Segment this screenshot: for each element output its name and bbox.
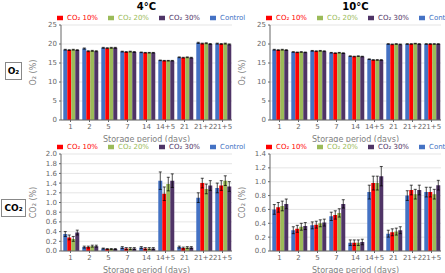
svg-text:21: 21	[389, 254, 398, 262]
svg-text:0.6: 0.6	[46, 218, 58, 226]
html-text:CO₂: CO₂	[4, 202, 23, 213]
html-text:CO₂ 20%: CO₂ 20%	[327, 14, 358, 22]
svg-text:7: 7	[334, 254, 338, 262]
svg-text:10: 10	[48, 78, 57, 86]
svg-text:1: 1	[68, 254, 72, 262]
svg-text:Storage period (days): Storage period (days)	[312, 135, 399, 142]
svg-text:21+5: 21+5	[213, 254, 232, 262]
svg-text:10: 10	[257, 78, 266, 86]
html-text:CO₂ 30%: CO₂ 30%	[169, 14, 200, 22]
svg-text:21+5: 21+5	[213, 123, 232, 131]
svg-text:15: 15	[48, 59, 57, 67]
html-text:O₂: O₂	[7, 66, 20, 76]
svg-text:0.8: 0.8	[255, 192, 266, 200]
svg-text:Storage period (days): Storage period (days)	[103, 135, 190, 142]
svg-text:2: 2	[296, 123, 300, 131]
html-text:CO₂ 20%: CO₂ 20%	[118, 14, 149, 22]
svg-text:14: 14	[351, 123, 360, 131]
svg-text:7: 7	[334, 123, 338, 131]
html-text:CO₂ 10%: CO₂ 10%	[67, 143, 98, 151]
svg-text:2.0: 2.0	[46, 150, 57, 158]
svg-text:21+2: 21+2	[194, 123, 213, 131]
html-text:CO₂ 30%: CO₂ 30%	[378, 14, 409, 22]
svg-text:20: 20	[257, 40, 266, 48]
svg-text:0: 0	[262, 116, 266, 124]
html-text:4°C: 4°C	[136, 1, 157, 12]
html-text:CO₂ 20%: CO₂ 20%	[118, 143, 149, 151]
svg-text:2: 2	[87, 123, 91, 131]
svg-text:2: 2	[296, 254, 300, 262]
svg-text:1.2: 1.2	[255, 164, 266, 172]
svg-text:1.6: 1.6	[46, 170, 58, 178]
svg-text:14+5: 14+5	[156, 123, 175, 131]
svg-text:14: 14	[142, 123, 151, 131]
html-text:CO₂ 10%: CO₂ 10%	[276, 14, 307, 22]
svg-text:1.4: 1.4	[255, 150, 267, 158]
svg-text:25: 25	[48, 21, 57, 29]
svg-text:5: 5	[262, 97, 266, 105]
svg-text:0.2: 0.2	[46, 238, 57, 246]
svg-text:0.4: 0.4	[46, 228, 58, 236]
svg-text:21: 21	[389, 123, 398, 131]
svg-text:21+2: 21+2	[194, 254, 213, 262]
html-text:Control: Control	[220, 14, 246, 22]
svg-text:14+5: 14+5	[156, 254, 175, 262]
svg-text:Storage period (days): Storage period (days)	[312, 266, 399, 273]
svg-text:1.8: 1.8	[46, 160, 57, 168]
svg-text:1: 1	[68, 123, 72, 131]
svg-text:1: 1	[277, 123, 281, 131]
svg-text:5: 5	[106, 123, 110, 131]
svg-text:0.4: 0.4	[255, 220, 267, 228]
html-text:CO₂ 10%: CO₂ 10%	[67, 14, 98, 22]
svg-text:1.4: 1.4	[46, 180, 58, 188]
svg-text:21: 21	[180, 123, 189, 131]
svg-text:1: 1	[277, 254, 281, 262]
svg-text:0.6: 0.6	[255, 206, 267, 214]
svg-text:O₂ (%): O₂ (%)	[238, 60, 247, 86]
svg-text:5: 5	[315, 254, 319, 262]
svg-text:7: 7	[125, 123, 129, 131]
svg-text:20: 20	[48, 40, 57, 48]
svg-text:0.8: 0.8	[46, 209, 57, 217]
svg-text:14: 14	[351, 254, 360, 262]
svg-text:21+2: 21+2	[403, 123, 422, 131]
html-text:Control: Control	[220, 143, 246, 151]
svg-text:0.0: 0.0	[255, 247, 266, 255]
svg-text:21: 21	[180, 254, 189, 262]
svg-text:21+5: 21+5	[422, 254, 437, 262]
html-text:10°C: 10°C	[342, 1, 369, 12]
svg-text:1.0: 1.0	[46, 199, 57, 207]
svg-text:1.2: 1.2	[46, 189, 57, 197]
svg-text:5: 5	[53, 97, 57, 105]
svg-text:Storage period (days): Storage period (days)	[103, 266, 190, 273]
svg-text:5: 5	[315, 123, 319, 131]
svg-text:0: 0	[53, 116, 57, 124]
svg-text:O₂ (%): O₂ (%)	[29, 60, 38, 86]
html-text:CO₂ 30%: CO₂ 30%	[378, 143, 409, 151]
svg-text:2: 2	[87, 254, 91, 262]
svg-text:CO₂ (%): CO₂ (%)	[238, 187, 247, 218]
svg-text:15: 15	[257, 59, 266, 67]
svg-text:14+5: 14+5	[365, 254, 384, 262]
svg-text:0.0: 0.0	[46, 247, 57, 255]
html-text:CO₂ 30%: CO₂ 30%	[169, 143, 200, 151]
svg-text:21+2: 21+2	[403, 254, 422, 262]
svg-text:21+5: 21+5	[422, 123, 437, 131]
svg-text:CO₂ (%): CO₂ (%)	[29, 187, 38, 218]
html-text:CO₂ 10%: CO₂ 10%	[276, 143, 307, 151]
svg-text:5: 5	[106, 254, 110, 262]
html-text:CO₂ 20%: CO₂ 20%	[327, 143, 358, 151]
svg-text:14+5: 14+5	[365, 123, 384, 131]
svg-text:0.2: 0.2	[255, 234, 266, 242]
svg-text:1.0: 1.0	[255, 178, 266, 186]
svg-text:25: 25	[257, 21, 266, 29]
svg-text:7: 7	[125, 254, 129, 262]
svg-text:14: 14	[142, 254, 151, 262]
